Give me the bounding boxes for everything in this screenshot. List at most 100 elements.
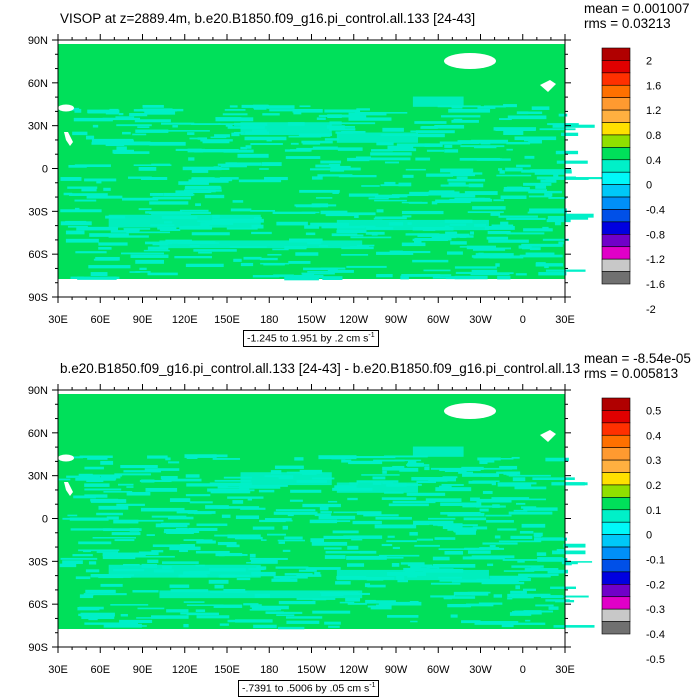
lon-tick-label: 90W	[385, 664, 408, 676]
lat-tick-label: 30S	[28, 206, 48, 218]
colorbar-swatch	[601, 84, 631, 98]
colorbar-swatch	[601, 159, 631, 173]
colorbar-label: 0.3	[646, 455, 661, 467]
range-units-exponent: -1	[369, 682, 376, 689]
lon-tick-label: 150E	[214, 664, 240, 676]
colorbar-label: 0.1	[646, 505, 661, 517]
colorbar-swatch	[601, 246, 631, 260]
lon-tick-label: 120E	[172, 314, 198, 326]
colorbar-swatch	[601, 472, 631, 486]
colorbar-label: 0.4	[646, 155, 661, 167]
colorbar-label: 0	[646, 530, 652, 542]
stats-block: mean = 0.001007 rms = 0.03213	[584, 1, 689, 31]
lon-tick-label: 150E	[214, 314, 240, 326]
lat-tick-label: 0	[42, 514, 48, 526]
colorbar-swatch	[601, 546, 631, 560]
colorbar-swatch	[601, 447, 631, 461]
colorbar-label: -0.2	[646, 579, 665, 591]
colorbar-swatch	[601, 571, 631, 585]
colorbar-label: 2	[646, 55, 652, 67]
colorbar-label: -0.8	[646, 229, 665, 241]
colorbar-label: -0.3	[646, 604, 665, 616]
panel-2: b.e20.B1850.f09_g16.pi_control.all.133 […	[0, 350, 700, 700]
lon-tick-label: 30E	[555, 314, 575, 326]
colorbar-swatch	[601, 109, 631, 123]
colorbar-label: 1.6	[646, 80, 661, 92]
field-texture	[60, 96, 607, 281]
lat-tick-label: 90S	[28, 292, 48, 304]
lon-tick-label: 60E	[90, 314, 110, 326]
colorbar-swatch	[601, 459, 631, 473]
colorbar-swatch	[601, 422, 631, 436]
colorbar-swatch	[601, 147, 631, 161]
field-texture	[58, 446, 595, 630]
colorbar-swatch	[601, 134, 631, 148]
island-mask	[58, 104, 74, 112]
lat-tick-label: 30S	[28, 556, 48, 568]
lon-tick-label: 0	[520, 314, 526, 326]
rms-label: rms = 0.03213	[584, 16, 671, 31]
colorbar-label: -0.4	[646, 204, 665, 216]
lat-tick-label: 90N	[28, 385, 48, 397]
colorbar-label: 0.4	[646, 430, 661, 442]
lat-tick-label: 60N	[28, 78, 48, 90]
greenland-mask	[444, 403, 496, 419]
colorbar-swatch	[601, 397, 631, 411]
lon-tick-label: 90W	[385, 314, 408, 326]
island-mask	[58, 454, 74, 462]
colorbar-swatch	[601, 97, 631, 111]
colorbar: 0.5 0.4 0.3 0.2 0.1 0 -0.1 -0.2 -0.3 -0.4 -0.5	[601, 397, 665, 666]
lon-tick-label: 60W	[427, 314, 450, 326]
colorbar-swatch	[601, 584, 631, 598]
colorbar-swatch	[601, 184, 631, 198]
colorbar-swatch	[601, 484, 631, 498]
colorbar-swatch	[601, 209, 631, 223]
mean-label: mean = -8.54e-05	[584, 351, 691, 366]
colorbar-label: 1.2	[646, 105, 661, 117]
lon-tick-label: 180	[260, 664, 278, 676]
colorbar-swatch	[601, 410, 631, 424]
colorbar-label: -2	[646, 304, 656, 316]
range-units-exponent: -1	[368, 332, 375, 339]
colorbar-swatch	[601, 596, 631, 610]
colorbar-swatch	[601, 221, 631, 235]
colorbar-label: 0.8	[646, 130, 661, 142]
range-text: -.7391 to .5006 by .05 cm s	[242, 682, 370, 695]
lat-tick-label: 30N	[28, 471, 48, 483]
colorbar-swatch	[601, 47, 631, 61]
lon-tick-label: 30E	[48, 664, 68, 676]
colorbar-swatch	[601, 196, 631, 210]
plot-title: VISOP at z=2889.4m, b.e20.B1850.f09_g16.…	[60, 11, 476, 26]
colorbar-label: -0.1	[646, 554, 665, 566]
colorbar-label: -0.5	[646, 654, 665, 666]
lon-tick-label: 30W	[469, 314, 492, 326]
colorbar-label: 0.5	[646, 405, 661, 417]
colorbar-swatch	[601, 534, 631, 548]
colorbar-label: -1.2	[646, 254, 665, 266]
colorbar-label: 0.2	[646, 480, 661, 492]
colorbar-swatch	[601, 608, 631, 622]
colorbar-swatch	[601, 60, 631, 74]
island-mask	[540, 430, 556, 442]
lon-tick-label: 120W	[339, 314, 368, 326]
range-text: -1.245 to 1.951 by .2 cm s	[247, 332, 369, 345]
lat-tick-label: 0	[42, 164, 48, 176]
lat-tick-label: 90N	[28, 35, 48, 47]
colorbar-swatch	[601, 497, 631, 511]
lon-tick-label: 60E	[90, 664, 110, 676]
lon-tick-label: 0	[520, 664, 526, 676]
lon-tick-label: 150W	[297, 664, 326, 676]
lon-tick-label: 120E	[172, 664, 198, 676]
greenland-mask	[444, 53, 496, 69]
colorbar-swatch	[601, 521, 631, 535]
lon-tick-label: 60W	[427, 664, 450, 676]
colorbar: 2 1.6 1.2 0.8 0.4 0 -0.4 -0.8 -1.2 -1.6 -2	[601, 47, 665, 316]
colorbar-swatch	[601, 234, 631, 248]
island-mask	[540, 80, 556, 92]
colorbar-swatch	[601, 171, 631, 185]
colorbar-label: -0.4	[646, 629, 665, 641]
range-label: -.7391 to .5006 by .05 cm s-1	[238, 680, 380, 697]
colorbar-swatch	[601, 258, 631, 272]
